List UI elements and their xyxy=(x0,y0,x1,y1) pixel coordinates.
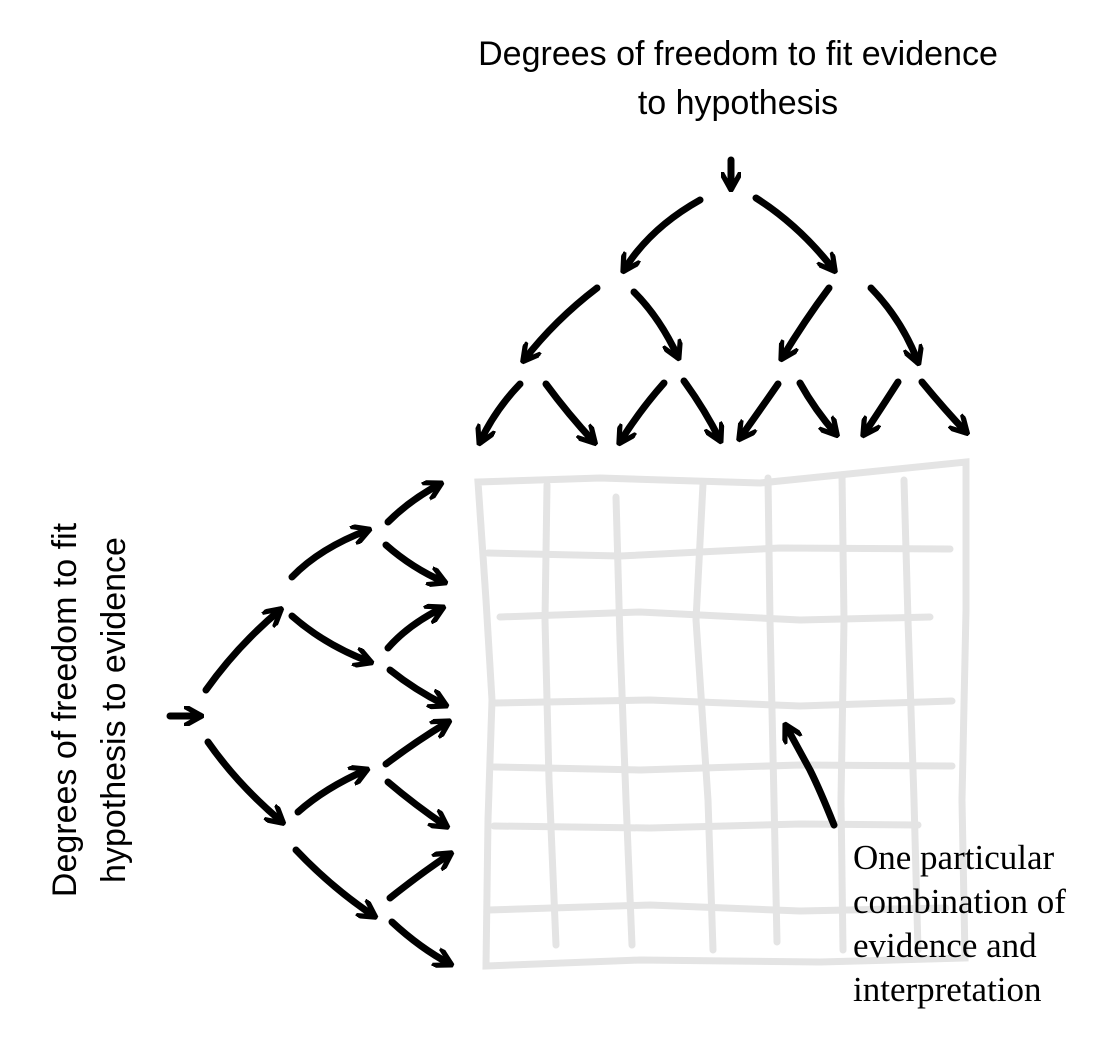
tree-arrow xyxy=(386,854,450,902)
annotation-line: interpretation xyxy=(853,970,1042,1009)
grid-row-line xyxy=(484,544,954,560)
annotation-line: combination of xyxy=(853,882,1066,921)
grid-border xyxy=(474,458,970,970)
tree-arrow xyxy=(620,379,668,442)
tree-arrow xyxy=(288,530,368,581)
tree-arrow xyxy=(524,284,601,360)
left-label-rotated: Degrees of freedom to fit hypothesis to … xyxy=(41,500,139,920)
tree-arrow xyxy=(918,378,966,432)
top-branch-tree xyxy=(480,156,966,442)
annotation-line: evidence and xyxy=(853,926,1037,965)
top-label-line: Degrees of freedom to fit evidence xyxy=(478,35,998,73)
grid-col-line xyxy=(692,480,717,954)
interpretation-grid xyxy=(474,458,970,970)
tree-arrow xyxy=(680,377,720,440)
tree-arrow xyxy=(202,610,280,694)
tree-arrow xyxy=(796,379,836,434)
grid-row-line xyxy=(496,608,934,624)
top-label-line: to hypothesis xyxy=(637,84,839,122)
tree-arrow xyxy=(386,666,445,705)
tree-arrow xyxy=(740,380,782,438)
tree-arrow xyxy=(752,194,834,270)
tree-arrow xyxy=(382,722,448,768)
grid-col-line xyxy=(612,493,636,949)
grid-row-line xyxy=(484,901,950,915)
left-branch-tree xyxy=(166,484,450,964)
pointer-arrow xyxy=(786,726,838,829)
cell-annotation: One particular combination of evidence a… xyxy=(853,836,1113,1012)
tree-arrow xyxy=(864,378,902,434)
tree-arrow xyxy=(384,484,440,526)
tree-arrow xyxy=(204,738,282,822)
grid-col-line xyxy=(900,476,922,954)
tree-arrow xyxy=(292,846,374,916)
left-axis-label: Degrees of freedom to fit hypothesis to … xyxy=(40,500,140,920)
top-axis-label: Degrees of freedom to fit evidence to hy… xyxy=(398,30,1078,128)
grid-row-line xyxy=(491,696,956,710)
tree-arrow xyxy=(630,288,678,357)
tree-arrow xyxy=(867,284,918,362)
grid-col-line xyxy=(541,481,560,949)
grid-row-line xyxy=(490,820,922,832)
tree-arrow xyxy=(384,608,442,652)
tree-arrow xyxy=(384,778,446,826)
tree-arrow xyxy=(382,541,444,582)
tree-arrow xyxy=(288,612,370,662)
tree-arrow xyxy=(542,380,594,442)
grid-col-line xyxy=(837,471,848,954)
tree-arrow xyxy=(782,284,833,358)
tree-arrow xyxy=(294,770,366,816)
left-label-line: hypothesis to evidence xyxy=(95,537,133,883)
tree-arrow xyxy=(480,380,524,442)
tree-arrow xyxy=(388,918,450,964)
grid-col-line xyxy=(764,474,781,946)
annotation-line: One particular xyxy=(853,838,1055,877)
tree-arrow xyxy=(624,196,704,270)
grid-row-line xyxy=(490,761,956,774)
left-label-line: Degrees of freedom to fit xyxy=(46,522,84,898)
